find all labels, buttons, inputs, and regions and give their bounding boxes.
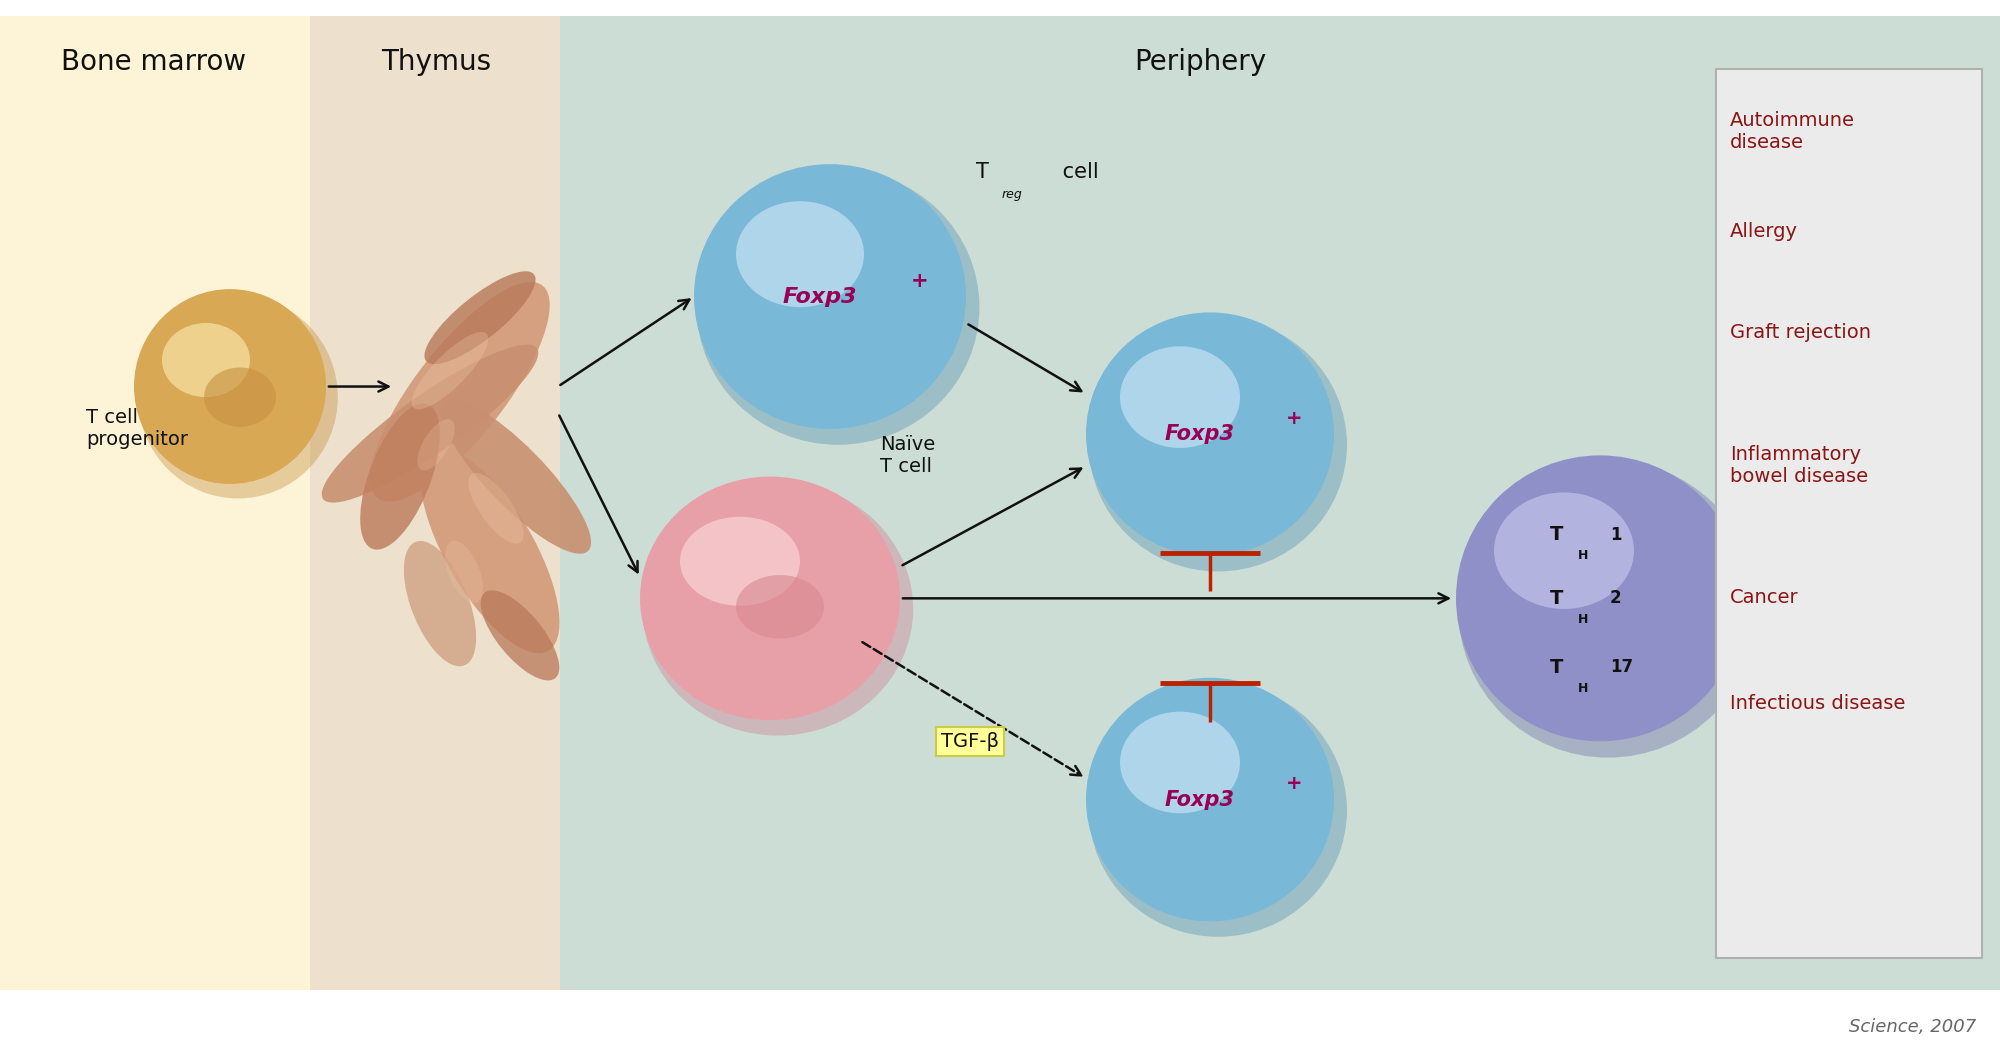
Ellipse shape bbox=[1458, 461, 1758, 757]
Text: 1: 1 bbox=[1610, 526, 1622, 543]
Ellipse shape bbox=[420, 448, 560, 653]
Ellipse shape bbox=[1086, 312, 1334, 556]
FancyBboxPatch shape bbox=[1716, 69, 1982, 958]
Ellipse shape bbox=[642, 482, 914, 736]
Text: cell: cell bbox=[1056, 162, 1098, 181]
Text: Allergy: Allergy bbox=[1730, 222, 1798, 241]
Text: H: H bbox=[1578, 613, 1588, 626]
Ellipse shape bbox=[370, 282, 550, 502]
Bar bbox=[310, 16, 560, 990]
Text: +: + bbox=[1286, 409, 1302, 428]
Ellipse shape bbox=[446, 540, 482, 604]
Ellipse shape bbox=[162, 323, 250, 397]
Ellipse shape bbox=[138, 295, 338, 499]
Text: Naïve
T cell: Naïve T cell bbox=[880, 435, 936, 475]
Text: Thymus: Thymus bbox=[380, 48, 492, 75]
Text: Foxp3: Foxp3 bbox=[782, 287, 858, 306]
Text: reg: reg bbox=[1002, 189, 1022, 201]
Text: H: H bbox=[1578, 682, 1588, 695]
Ellipse shape bbox=[440, 399, 592, 554]
Text: Foxp3: Foxp3 bbox=[1164, 425, 1236, 444]
Text: T: T bbox=[1550, 589, 1564, 608]
Text: T: T bbox=[1550, 658, 1564, 677]
Text: T cell
progenitor: T cell progenitor bbox=[86, 408, 188, 449]
Text: TGF-β: TGF-β bbox=[942, 732, 1000, 751]
Ellipse shape bbox=[640, 477, 900, 720]
Ellipse shape bbox=[1086, 678, 1334, 921]
Text: 17: 17 bbox=[1610, 659, 1634, 676]
Ellipse shape bbox=[736, 201, 864, 307]
Text: Bone marrow: Bone marrow bbox=[62, 48, 246, 75]
Ellipse shape bbox=[322, 344, 538, 503]
Text: T: T bbox=[1550, 525, 1564, 544]
Text: 2: 2 bbox=[1610, 590, 1622, 607]
Text: +: + bbox=[1286, 774, 1302, 793]
Ellipse shape bbox=[468, 473, 524, 543]
Text: Inflammatory
bowel disease: Inflammatory bowel disease bbox=[1730, 445, 1868, 486]
Ellipse shape bbox=[1120, 712, 1240, 813]
Ellipse shape bbox=[412, 333, 488, 409]
Bar bbox=[560, 16, 2000, 990]
Ellipse shape bbox=[1494, 492, 1634, 609]
Text: Science, 2007: Science, 2007 bbox=[1848, 1018, 1976, 1036]
Ellipse shape bbox=[404, 541, 476, 666]
Ellipse shape bbox=[424, 271, 536, 364]
Ellipse shape bbox=[736, 575, 824, 639]
Text: Foxp3: Foxp3 bbox=[1164, 790, 1236, 809]
Ellipse shape bbox=[418, 419, 454, 470]
Ellipse shape bbox=[360, 403, 440, 550]
Text: Autoimmune
disease: Autoimmune disease bbox=[1730, 111, 1856, 152]
Text: Infectious disease: Infectious disease bbox=[1730, 694, 1906, 713]
Ellipse shape bbox=[204, 367, 276, 427]
Text: Cancer: Cancer bbox=[1730, 588, 1798, 607]
Text: +: + bbox=[912, 271, 928, 290]
Ellipse shape bbox=[696, 169, 980, 445]
Ellipse shape bbox=[134, 289, 326, 484]
Text: Periphery: Periphery bbox=[1134, 48, 1266, 75]
Ellipse shape bbox=[680, 517, 800, 606]
Text: T: T bbox=[976, 162, 988, 181]
Ellipse shape bbox=[1456, 455, 1744, 741]
Bar bbox=[0, 16, 310, 990]
Text: H: H bbox=[1578, 550, 1588, 562]
Ellipse shape bbox=[480, 590, 560, 681]
Ellipse shape bbox=[1120, 346, 1240, 448]
Ellipse shape bbox=[1090, 683, 1346, 937]
Ellipse shape bbox=[694, 164, 966, 429]
Ellipse shape bbox=[1090, 318, 1346, 572]
Text: Graft rejection: Graft rejection bbox=[1730, 323, 1872, 342]
